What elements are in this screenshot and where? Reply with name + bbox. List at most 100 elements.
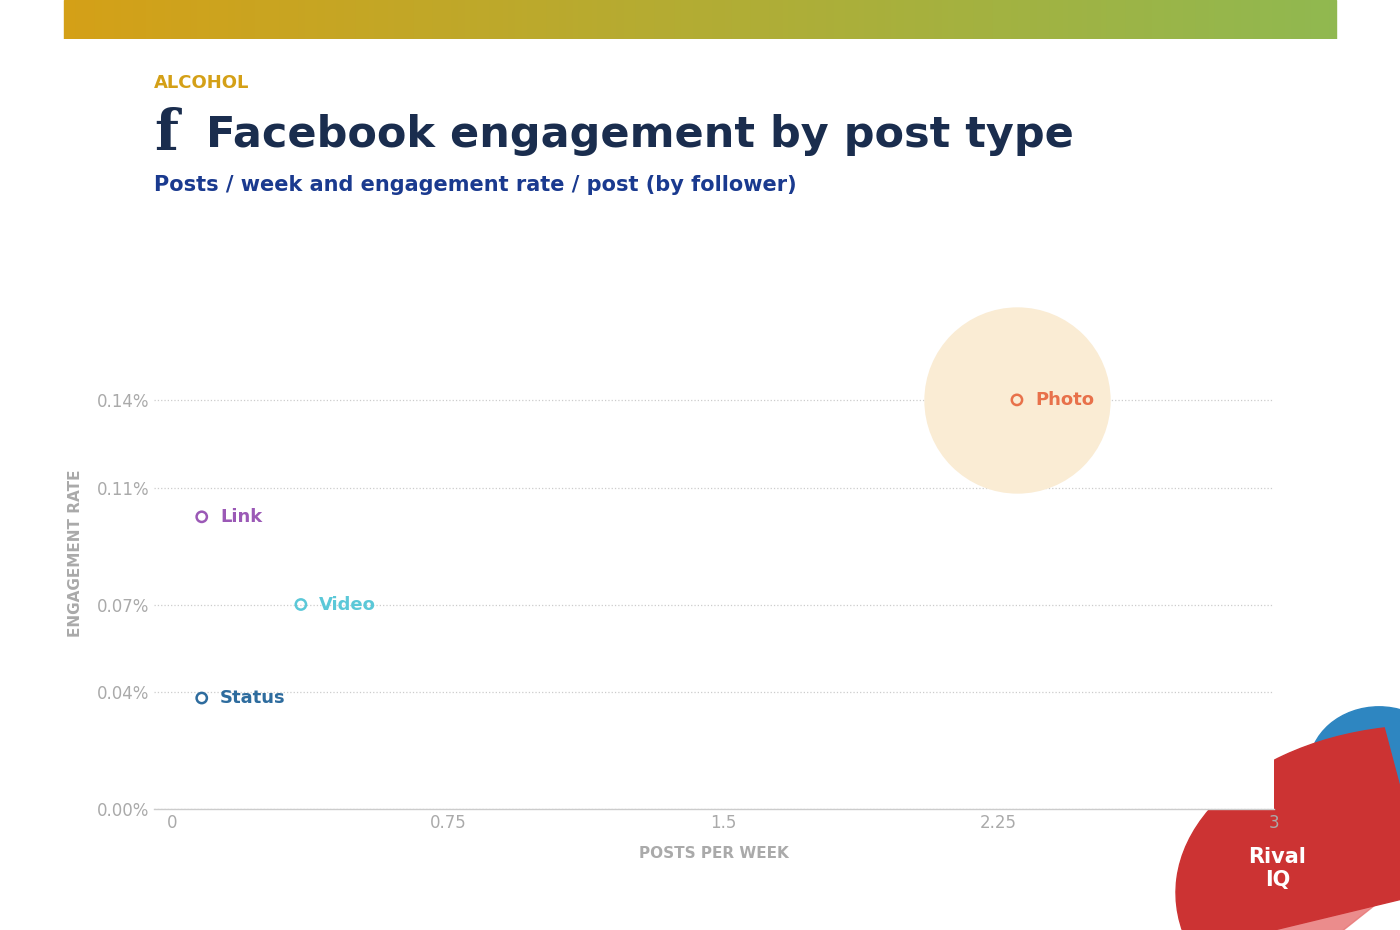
Bar xyxy=(1280,0,1285,39)
Bar xyxy=(795,0,802,39)
Text: Posts / week and engagement rate / post (by follower): Posts / week and engagement rate / post … xyxy=(154,175,797,194)
Bar xyxy=(318,0,325,39)
Bar xyxy=(1037,0,1043,39)
Bar xyxy=(280,0,287,39)
Bar xyxy=(680,0,687,39)
Bar xyxy=(732,0,738,39)
Bar xyxy=(668,0,675,39)
Bar xyxy=(375,0,382,39)
Bar xyxy=(102,0,108,39)
Bar xyxy=(1177,0,1183,39)
Text: Link: Link xyxy=(220,508,262,525)
Bar xyxy=(903,0,910,39)
Bar xyxy=(808,0,815,39)
Bar xyxy=(300,0,305,39)
Bar xyxy=(802,0,808,39)
Bar xyxy=(580,0,585,39)
Bar xyxy=(400,0,407,39)
Bar xyxy=(700,0,707,39)
Bar xyxy=(1018,0,1025,39)
Bar xyxy=(325,0,330,39)
Bar xyxy=(133,0,140,39)
Bar xyxy=(1140,0,1145,39)
Bar xyxy=(853,0,860,39)
Bar xyxy=(878,0,885,39)
Bar xyxy=(203,0,210,39)
Bar xyxy=(1210,0,1215,39)
Bar xyxy=(623,0,630,39)
Bar xyxy=(210,0,217,39)
Bar xyxy=(190,0,197,39)
Bar xyxy=(490,0,497,39)
Bar xyxy=(1203,0,1210,39)
X-axis label: POSTS PER WEEK: POSTS PER WEEK xyxy=(640,846,788,861)
Bar xyxy=(833,0,840,39)
Bar xyxy=(847,0,853,39)
Bar xyxy=(860,0,865,39)
Bar xyxy=(1267,0,1273,39)
Bar xyxy=(1330,0,1337,39)
Bar xyxy=(535,0,540,39)
Bar xyxy=(1323,0,1330,39)
Bar xyxy=(1253,0,1260,39)
Bar xyxy=(1063,0,1070,39)
Bar xyxy=(617,0,623,39)
Bar xyxy=(573,0,580,39)
Bar xyxy=(127,0,133,39)
Bar xyxy=(178,0,185,39)
Bar xyxy=(293,0,300,39)
Bar xyxy=(783,0,790,39)
Bar xyxy=(330,0,337,39)
Bar xyxy=(477,0,483,39)
Bar xyxy=(382,0,388,39)
Bar xyxy=(930,0,935,39)
Bar xyxy=(1082,0,1088,39)
Bar xyxy=(140,0,147,39)
Bar xyxy=(1305,0,1310,39)
Bar xyxy=(1190,0,1197,39)
Bar xyxy=(1088,0,1095,39)
Bar xyxy=(757,0,763,39)
Bar xyxy=(108,0,115,39)
Bar xyxy=(147,0,153,39)
Bar xyxy=(1070,0,1075,39)
Bar xyxy=(120,0,127,39)
Bar xyxy=(540,0,547,39)
Bar xyxy=(885,0,890,39)
Wedge shape xyxy=(1176,728,1400,930)
Bar xyxy=(1260,0,1267,39)
Bar xyxy=(948,0,955,39)
Bar xyxy=(598,0,605,39)
Text: f: f xyxy=(154,107,178,163)
Bar xyxy=(510,0,515,39)
Bar xyxy=(993,0,1000,39)
Bar xyxy=(815,0,820,39)
Bar xyxy=(197,0,203,39)
Bar xyxy=(910,0,917,39)
Bar xyxy=(217,0,223,39)
Bar xyxy=(643,0,650,39)
Bar xyxy=(1235,0,1240,39)
Bar xyxy=(1222,0,1228,39)
Bar xyxy=(1000,0,1005,39)
Bar xyxy=(427,0,433,39)
Bar xyxy=(585,0,592,39)
Text: Rival
IQ: Rival IQ xyxy=(1249,847,1306,890)
Bar xyxy=(770,0,777,39)
Bar xyxy=(1183,0,1190,39)
Bar xyxy=(1057,0,1063,39)
Bar xyxy=(840,0,847,39)
Bar xyxy=(610,0,617,39)
Bar xyxy=(1310,0,1317,39)
Bar xyxy=(1133,0,1140,39)
Bar xyxy=(470,0,477,39)
Bar xyxy=(987,0,993,39)
Wedge shape xyxy=(1232,781,1400,930)
Bar xyxy=(273,0,280,39)
Point xyxy=(1005,392,1028,407)
Bar xyxy=(662,0,668,39)
Bar xyxy=(1025,0,1030,39)
Bar xyxy=(465,0,470,39)
Bar xyxy=(165,0,172,39)
Bar xyxy=(287,0,293,39)
